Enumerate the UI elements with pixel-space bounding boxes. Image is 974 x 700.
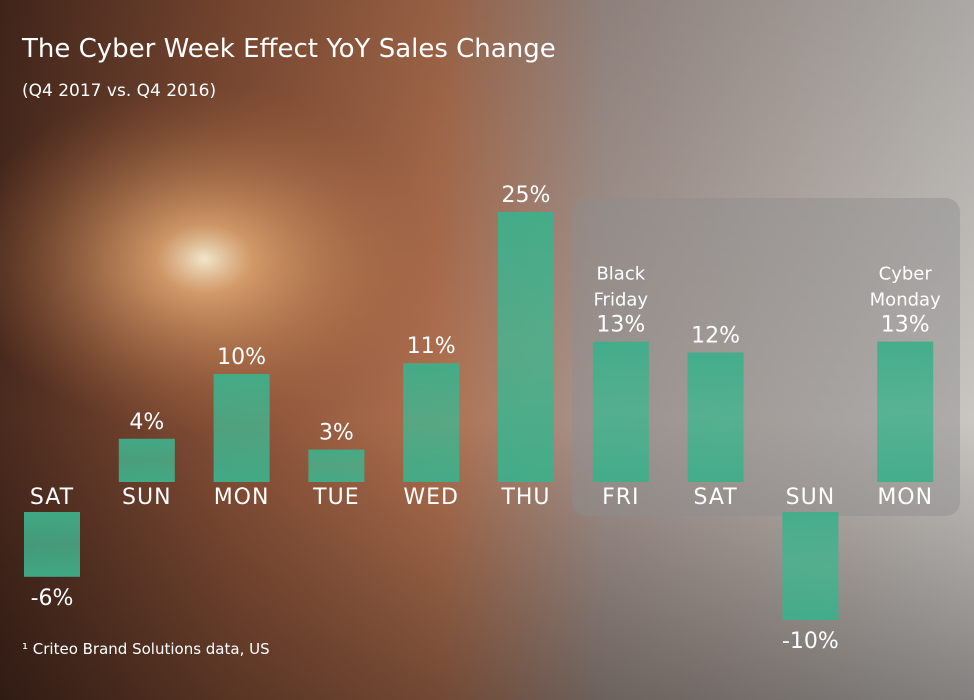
value-label: 3% xyxy=(319,421,354,446)
annotation-line: Cyber xyxy=(879,264,933,285)
x-tick-label: SAT xyxy=(694,485,738,510)
value-label: 13% xyxy=(881,313,930,338)
value-label: 12% xyxy=(691,323,740,348)
annotation: Cyber Monday xyxy=(870,264,941,311)
bar xyxy=(403,363,460,482)
chart-subtitle: (Q4 2017 vs. Q4 2016) xyxy=(22,81,216,101)
value-label: 13% xyxy=(596,313,645,338)
chart-title: The Cyber Week Effect YoY Sales Change xyxy=(21,34,556,64)
x-tick-label: THU xyxy=(500,485,550,510)
x-tick-label: MON xyxy=(214,485,270,510)
value-label: 10% xyxy=(217,345,266,370)
bar xyxy=(877,341,934,482)
value-label: -10% xyxy=(782,629,839,654)
bar xyxy=(687,352,744,482)
weekend-panel xyxy=(572,198,960,516)
annotation-line: Black xyxy=(596,264,645,285)
footnote: ¹ Criteo Brand Solutions data, US xyxy=(22,640,270,658)
annotation-line: Monday xyxy=(870,290,941,311)
bar xyxy=(118,438,175,482)
bar xyxy=(24,512,80,577)
bar xyxy=(592,341,649,482)
value-label: -6% xyxy=(31,586,74,611)
bar xyxy=(782,512,839,620)
value-label: 4% xyxy=(129,410,164,435)
value-label: 25% xyxy=(502,183,551,208)
x-tick-label: MON xyxy=(877,485,933,510)
x-tick-label: SUN xyxy=(786,485,836,510)
value-label: 11% xyxy=(407,334,456,359)
x-tick-label: TUE xyxy=(312,485,359,510)
bar xyxy=(308,449,365,482)
annotation: Black Friday xyxy=(594,264,649,311)
bar xyxy=(213,374,270,482)
x-tick-label: WED xyxy=(403,485,459,510)
x-tick-label: SUN xyxy=(122,485,172,510)
annotation-line: Friday xyxy=(594,290,649,311)
x-tick-label: SAT xyxy=(30,485,74,510)
x-tick-label: FRI xyxy=(602,485,639,510)
bar xyxy=(498,212,554,482)
